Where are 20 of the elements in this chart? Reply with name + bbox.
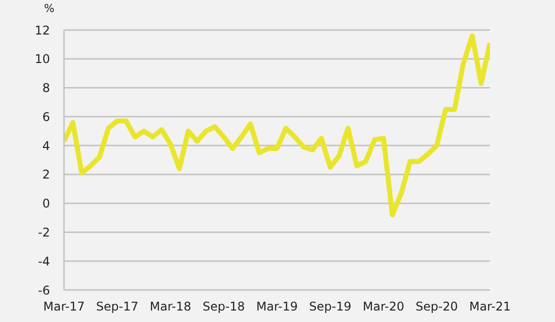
y-tick-label: -6 bbox=[38, 283, 50, 298]
y-tick-label: 6 bbox=[42, 110, 50, 124]
x-tick-label: Mar-18 bbox=[150, 300, 192, 314]
x-tick-label: Mar-20 bbox=[362, 300, 404, 314]
y-tick-label: -2 bbox=[38, 225, 50, 240]
y-tick-label: 4 bbox=[42, 138, 50, 153]
y-tick-label: 8 bbox=[42, 81, 50, 96]
y-tick-label: -4 bbox=[38, 254, 50, 268]
x-tick-label: Sep-17 bbox=[96, 300, 138, 314]
y-axis-title: % bbox=[44, 2, 54, 15]
x-tick-label: Sep-20 bbox=[416, 300, 458, 314]
x-tick-label: Mar-19 bbox=[256, 300, 298, 314]
y-tick-label: 10 bbox=[34, 52, 50, 66]
x-tick-label: Sep-18 bbox=[202, 300, 245, 314]
y-tick-label: 2 bbox=[42, 168, 50, 182]
y-tick-label: 0 bbox=[42, 196, 50, 211]
y-tick-label: 12 bbox=[34, 23, 50, 38]
x-tick-label: Mar-21 bbox=[469, 300, 511, 314]
x-tick-label: Sep-19 bbox=[309, 300, 352, 314]
x-tick-label: Mar-17 bbox=[43, 300, 85, 314]
